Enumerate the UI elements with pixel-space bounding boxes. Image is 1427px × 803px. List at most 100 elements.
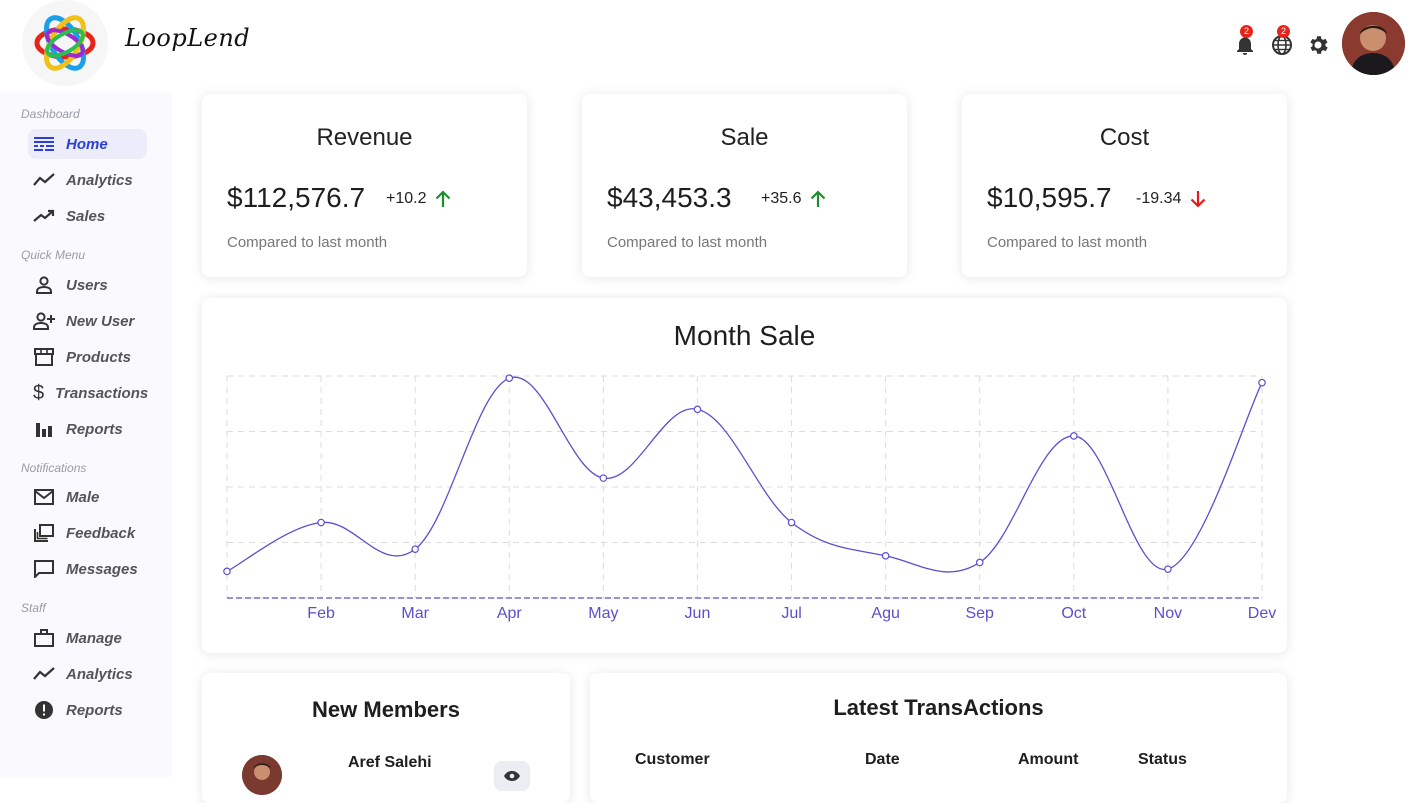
x-tick-label: Sep	[965, 605, 994, 622]
sidebar-item-transactions[interactable]: $ Transactions	[28, 378, 149, 408]
x-tick-label: Agu	[871, 605, 899, 622]
data-point-may	[599, 474, 608, 482]
sidebar-item-label: Products	[66, 348, 132, 366]
sidebar-item-staff-reports[interactable]: Reports	[28, 695, 147, 725]
sidebar-item-users[interactable]: Users	[28, 270, 147, 300]
card-title: Revenue	[316, 124, 413, 151]
card-title: Sale	[720, 124, 769, 151]
settings-button[interactable]	[1306, 33, 1330, 57]
sidebar-item-products[interactable]: Products	[28, 342, 147, 372]
bar-chart-icon	[33, 418, 55, 440]
x-tick-label: May	[588, 605, 618, 622]
members-title: New Members	[312, 697, 460, 722]
data-point-apr	[505, 374, 514, 383]
card-value: $43,453.3	[607, 182, 732, 213]
sidebar-item-label: Reports	[66, 420, 123, 438]
sidebar-item-male[interactable]: Male	[28, 482, 147, 512]
sidebar-item-label: Analytics	[66, 171, 133, 189]
logo[interactable]	[22, 0, 108, 86]
x-tick-label: Dev	[1248, 605, 1276, 622]
sidebar-item-staff-analytics[interactable]: Analytics	[28, 659, 147, 689]
card-value: $112,576.7	[227, 182, 366, 213]
globe-icon	[1272, 35, 1292, 55]
transactions-title: Latest TransActions	[833, 695, 1044, 720]
section-title-quick-menu: Quick Menu	[21, 248, 86, 262]
sidebar-item-label: Manage	[66, 629, 122, 647]
data-point-jul	[787, 518, 796, 527]
sidebar-item-reports[interactable]: Reports	[28, 414, 147, 444]
card-value: $10,595.7	[987, 182, 1112, 213]
avatar-image	[1342, 12, 1405, 75]
sale-card: Sale $43,453.3 +35.6 Compared to last mo…	[582, 94, 907, 277]
language-badge: 2	[1277, 25, 1290, 38]
user-icon	[33, 274, 55, 296]
briefcase-icon	[33, 627, 55, 649]
data-point-nov	[1164, 565, 1172, 573]
gear-icon	[1310, 36, 1328, 54]
member-view-button[interactable]	[494, 761, 530, 791]
sidebar-item-home[interactable]: Home	[28, 129, 147, 159]
arrow-up-icon	[811, 190, 826, 207]
message-icon	[33, 558, 55, 580]
brand-name: LoopLend	[125, 24, 251, 52]
x-tick-label: Apr	[497, 605, 523, 622]
sidebar-item-sales[interactable]: Sales	[28, 201, 147, 231]
sidebar-item-new-user[interactable]: New User	[28, 306, 147, 336]
trend-icon	[33, 663, 55, 685]
new-members-card: New Members Aref Salehi	[202, 673, 570, 803]
home-icon	[33, 133, 55, 155]
data-point-jun	[693, 405, 702, 414]
sidebar: Dashboard Home Analytics Sales Quick Men…	[0, 92, 172, 777]
notifications-button[interactable]: 2	[1233, 25, 1257, 57]
sidebar-item-label: Users	[66, 276, 108, 294]
sidebar-item-label: Home	[66, 135, 108, 153]
x-tick-label: Jul	[781, 605, 801, 622]
data-point-feb	[317, 518, 325, 527]
feedback-icon	[33, 522, 55, 544]
arrow-down-icon	[1191, 191, 1206, 208]
data-point-dev	[1258, 378, 1266, 387]
sidebar-item-label: Reports	[66, 701, 123, 719]
revenue-card: Revenue $112,576.7 +10.2 Compared to las…	[202, 94, 527, 277]
x-tick-label: Jun	[685, 605, 711, 622]
user-avatar[interactable]	[1342, 12, 1405, 75]
x-tick-label: Mar	[401, 605, 429, 622]
x-tick-label: Nov	[1154, 605, 1182, 622]
cost-card: Cost $10,595.7 -19.34 Compared to last m…	[962, 94, 1287, 277]
add-user-icon	[33, 310, 55, 332]
language-button[interactable]: 2	[1270, 25, 1294, 57]
sidebar-item-label: Transactions	[55, 384, 149, 402]
delta-value: -19.34	[1136, 190, 1182, 207]
sidebar-item-label: Male	[66, 488, 100, 506]
bell-icon	[1237, 35, 1253, 55]
data-point-agu	[881, 552, 890, 560]
data-point-mar	[411, 545, 419, 553]
store-icon	[33, 346, 55, 368]
sidebar-item-feedback[interactable]: Feedback	[28, 518, 147, 548]
delta-value: +10.2	[386, 190, 427, 207]
member-avatar	[242, 755, 282, 795]
member-name: Aref Salehi	[348, 754, 432, 771]
dollar-icon: $	[33, 381, 45, 404]
section-title-dashboard: Dashboard	[21, 107, 80, 121]
sidebar-item-label: Analytics	[66, 665, 133, 683]
notifications-badge: 2	[1240, 25, 1253, 38]
sidebar-item-messages[interactable]: Messages	[28, 554, 147, 584]
section-title-staff: Staff	[21, 601, 46, 615]
sidebar-item-analytics[interactable]: Analytics	[28, 165, 147, 195]
card-note: Compared to last month	[607, 234, 768, 251]
month-sale-chart-card: Month Sale Feb Mar Apr May Jun Jul Agu Sep Oct No…	[202, 298, 1287, 653]
sidebar-item-label: Feedback	[66, 524, 136, 542]
section-title-notifications: Notifications	[21, 461, 87, 475]
data-point-jan	[223, 567, 231, 576]
arrow-up-icon	[436, 190, 451, 207]
card-title: Cost	[1099, 124, 1150, 151]
sidebar-item-manage[interactable]: Manage	[28, 623, 147, 653]
x-tick-label: Oct	[1061, 605, 1086, 622]
top-bar: LoopLend 2 2	[0, 0, 1427, 92]
data-point-sep	[975, 558, 984, 567]
card-note: Compared to last month	[227, 234, 388, 251]
card-note: Compared to last month	[987, 234, 1148, 251]
chart-title: Month Sale	[673, 320, 816, 351]
column-header-date: Date	[865, 751, 900, 768]
